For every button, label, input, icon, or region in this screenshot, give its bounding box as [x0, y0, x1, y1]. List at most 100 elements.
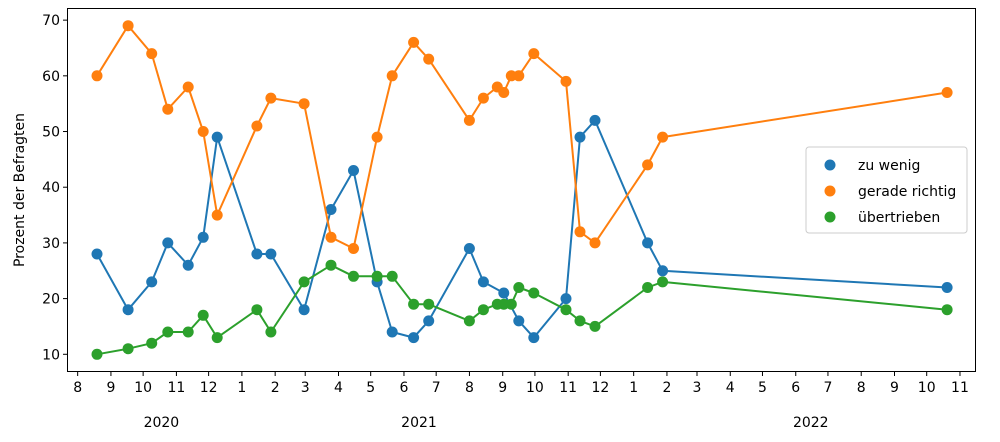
year-label: 2022	[793, 415, 829, 431]
data-point	[371, 131, 383, 143]
data-point	[423, 315, 435, 327]
data-point	[182, 326, 194, 338]
data-point	[91, 348, 103, 360]
x-tick-label: 1	[237, 380, 246, 396]
data-point	[251, 304, 263, 316]
data-point	[528, 48, 540, 60]
data-point	[574, 315, 586, 327]
data-point	[91, 248, 103, 260]
legend-label: zu wenig	[858, 158, 920, 174]
data-point	[477, 276, 489, 288]
legend: zu wenig gerade richtig übertrieben	[805, 146, 968, 234]
x-tick-label: 6	[791, 380, 800, 396]
data-point	[325, 204, 337, 215]
y-tick-label: 20	[42, 292, 60, 308]
data-point	[408, 36, 420, 48]
y-tick-label: 30	[42, 236, 60, 252]
data-point	[146, 337, 158, 349]
x-tick-label: 7	[823, 380, 832, 396]
data-point	[560, 293, 572, 305]
data-point	[122, 343, 134, 355]
data-point	[657, 276, 669, 288]
data-point	[197, 126, 209, 137]
year-label: 2021	[401, 415, 437, 431]
data-point	[197, 231, 209, 243]
series-group	[91, 20, 953, 254]
data-point	[463, 315, 475, 327]
data-point	[941, 304, 953, 316]
x-tick-label: 8	[465, 380, 474, 396]
data-point	[941, 87, 953, 98]
year-label: 2020	[144, 415, 180, 431]
data-point	[463, 243, 475, 254]
x-tick-label: 5	[758, 380, 767, 396]
data-point	[589, 320, 601, 332]
data-point	[162, 237, 174, 249]
data-point	[182, 259, 194, 271]
x-tick-label: 12	[200, 380, 218, 396]
data-point	[498, 287, 510, 299]
data-point	[423, 53, 435, 65]
x-tick-label: 3	[693, 380, 702, 396]
data-point	[513, 315, 525, 327]
data-point	[386, 70, 398, 82]
data-point	[371, 270, 383, 282]
x-tick-label: 11	[167, 380, 185, 396]
data-point	[589, 114, 601, 126]
legend-marker	[824, 159, 836, 171]
data-point	[642, 282, 654, 293]
data-point	[348, 270, 359, 282]
data-point	[211, 131, 223, 143]
data-point	[642, 237, 654, 249]
data-point	[477, 92, 489, 104]
y-tick-label: 10	[42, 347, 60, 363]
data-point	[386, 326, 398, 338]
data-point	[423, 298, 435, 310]
plot-frame	[67, 8, 976, 372]
x-tick-label: 9	[106, 380, 115, 396]
x-tick-label: 4	[334, 380, 343, 396]
data-point	[325, 231, 337, 243]
y-tick-label: 70	[42, 13, 60, 29]
data-point	[408, 298, 420, 310]
data-point	[574, 131, 586, 143]
x-tick-label: 8	[857, 380, 866, 396]
data-point	[182, 81, 194, 93]
data-point	[162, 326, 174, 338]
data-point	[325, 259, 337, 271]
data-point	[251, 120, 263, 132]
data-point	[513, 282, 525, 293]
data-point	[657, 131, 669, 143]
x-tick-label: 12	[591, 380, 609, 396]
data-point	[386, 270, 398, 282]
data-point	[122, 20, 134, 32]
data-point	[505, 298, 517, 310]
x-tick-label: 9	[890, 380, 899, 396]
data-point	[498, 87, 510, 98]
data-point	[265, 92, 277, 104]
y-tick-label: 40	[42, 180, 60, 196]
data-point	[657, 265, 669, 277]
legend-marker	[824, 211, 836, 223]
data-point	[528, 332, 540, 344]
data-point	[91, 70, 103, 82]
data-point	[589, 237, 601, 249]
data-point	[122, 304, 134, 316]
x-tick-label: 6	[400, 380, 409, 396]
legend-label: gerade richtig	[858, 184, 956, 200]
x-tick-label: 10	[134, 380, 152, 396]
x-tick-label: 10	[526, 380, 544, 396]
data-point	[463, 114, 475, 126]
x-tick-label: 11	[559, 380, 577, 396]
y-tick-label: 60	[42, 69, 60, 85]
x-tick-label: 3	[301, 380, 310, 396]
x-tick-label: 9	[498, 380, 507, 396]
data-point	[211, 332, 223, 344]
data-point	[477, 304, 489, 316]
data-point	[348, 243, 359, 254]
data-point	[941, 282, 953, 293]
legend-frame	[805, 146, 968, 234]
series-group	[91, 259, 953, 360]
